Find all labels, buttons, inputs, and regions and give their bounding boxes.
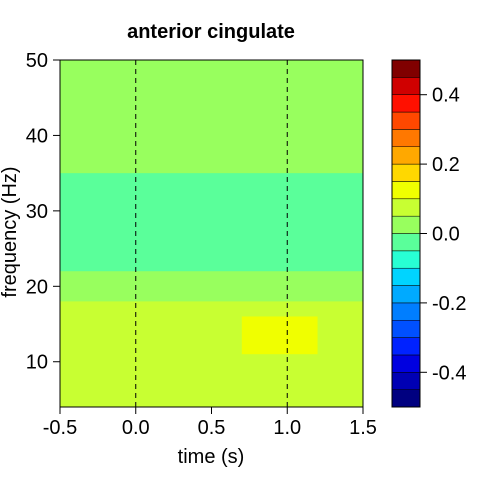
colorbar-swatch [391,233,421,252]
y-tick-label: 20 [26,276,48,298]
colorbar-axis: 0.4 0.2 0.0 -0.2 -0.4 [420,85,466,384]
y-tick-label: 40 [26,125,48,147]
heatmap-area [60,60,363,407]
colorbar-swatch [391,302,421,321]
colorbar-swatch [391,198,421,217]
colorbar-swatch [391,320,421,338]
colorbar-swatch [391,163,421,182]
y-tick-label: 30 [26,201,48,223]
x-tick-label: 0.0 [122,417,150,439]
x-tick-label: 0.5 [198,417,226,439]
y-axis: 10 20 30 40 50 [26,50,60,374]
colorbar-swatch [391,94,421,113]
colorbar-swatch [391,59,421,78]
heatmap-region-0 [60,60,363,174]
colorbar-swatch [391,77,421,95]
chart-title: anterior cingulate [127,21,295,43]
colorbar-tick-label: 0.2 [432,154,460,176]
heatmap-region-3 [241,316,318,355]
colorbar-tick-label: -0.2 [432,293,466,315]
x-tick-label: 1.5 [349,417,377,439]
colorbar-swatch [391,285,421,304]
colorbar-swatch [391,354,421,373]
event-lines [135,60,288,407]
colorbar-swatch [391,372,421,390]
colorbar-swatch [391,389,421,408]
colorbar-tick-label: -0.4 [432,362,466,384]
y-axis-label: frequency (Hz) [0,166,21,297]
colorbar [391,59,421,408]
colorbar-swatch [391,215,421,234]
colorbar-swatch [391,267,421,286]
x-axis: -0.5 0.0 0.5 1.0 1.5 [43,407,377,439]
colorbar-swatch [391,111,421,130]
y-tick-label: 50 [26,50,48,72]
colorbar-tick-label: 0.0 [432,224,460,246]
x-tick-label: 1.0 [273,417,301,439]
x-axis-label: time (s) [178,446,245,468]
x-tick-label: -0.5 [43,417,77,439]
heatmap-region-1 [60,173,363,272]
colorbar-swatch [391,146,421,165]
colorbar-swatch [391,250,421,269]
colorbar-swatch [391,337,421,356]
colorbar-tick-label: 0.4 [432,85,460,107]
colorbar-swatch [391,181,421,200]
colorbar-swatch [391,129,421,147]
y-tick-label: 10 [26,352,48,374]
